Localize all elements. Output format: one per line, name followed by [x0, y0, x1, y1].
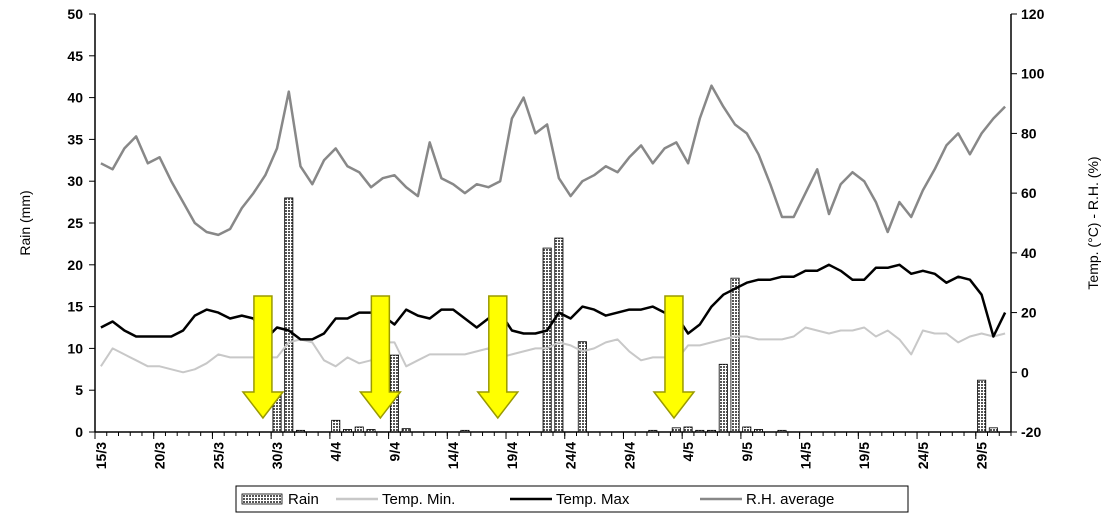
x-tick-label: 4/4 — [328, 442, 344, 462]
x-tick-label: 25/3 — [210, 442, 226, 469]
x-tick-label: 20/3 — [152, 442, 168, 469]
rain-bar — [354, 426, 364, 433]
rain-bar — [542, 247, 552, 433]
x-tick-label: 15/3 — [93, 442, 109, 469]
right-tick-label: 20 — [1021, 305, 1037, 321]
right-tick-label: 100 — [1021, 66, 1045, 82]
legend-item-rain: Rain — [241, 491, 319, 508]
arrow-down-icon — [358, 295, 402, 420]
rain-bar — [554, 237, 564, 433]
rain-bar — [977, 379, 987, 433]
right-tick-label: 120 — [1021, 6, 1045, 22]
right-tick-label: 80 — [1021, 125, 1037, 141]
left-tick-label: 15 — [67, 299, 83, 315]
left-tick-label: 25 — [67, 215, 83, 231]
left-axis-label: Rain (mm) — [17, 190, 33, 255]
left-tick-label: 40 — [67, 90, 83, 106]
x-tick-label: 9/5 — [739, 442, 755, 462]
legend-item-rh-average: R.H. average — [700, 491, 834, 508]
legend-label: R.H. average — [746, 491, 834, 508]
left-tick-label: 5 — [75, 382, 83, 398]
rain-bar — [577, 341, 587, 433]
x-tick-label: 29/5 — [974, 442, 990, 469]
left-tick-label: 35 — [67, 131, 83, 147]
rain-bar — [730, 277, 740, 433]
rain-bar — [742, 426, 752, 433]
right-tick-label: 40 — [1021, 245, 1037, 261]
x-tick-label: 14/4 — [445, 442, 461, 469]
legend-label: Temp. Max — [556, 491, 630, 508]
right-tick-label: 60 — [1021, 185, 1037, 201]
x-tick-label: 30/3 — [269, 442, 285, 469]
x-tick-label: 4/5 — [680, 442, 696, 462]
x-tick-label: 24/5 — [915, 442, 931, 469]
legend-item-temp-min: Temp. Min. — [336, 491, 455, 508]
arrow-down-icon — [652, 295, 696, 420]
right-axis-label: Temp. (°C) - R.H. (%) — [1085, 156, 1101, 289]
right-tick-label: -20 — [1021, 424, 1041, 440]
left-tick-label: 10 — [67, 340, 83, 356]
left-tick-label: 45 — [67, 48, 83, 64]
left-tick-label: 20 — [67, 257, 83, 273]
rh-average-line — [100, 84, 1006, 237]
x-tick-label: 9/4 — [386, 442, 402, 462]
left-tick-label: 50 — [67, 6, 83, 22]
temp-min-line — [100, 326, 1006, 374]
x-tick-label: 19/5 — [856, 442, 872, 469]
rain-bar — [284, 197, 294, 433]
arrow-down-icon — [476, 295, 520, 420]
legend-item-temp-max: Temp. Max — [510, 491, 630, 508]
arrow-down-icon — [241, 295, 285, 420]
rain-bar — [683, 426, 693, 433]
x-tick-label: 24/4 — [563, 442, 579, 469]
x-tick-label: 19/4 — [504, 442, 520, 469]
x-tick-label: 29/4 — [621, 442, 637, 469]
rain-bar — [718, 363, 728, 433]
legend-label: Rain — [288, 491, 319, 508]
legend-label: Temp. Min. — [382, 491, 455, 508]
left-tick-label: 0 — [75, 424, 83, 440]
left-tick-label: 30 — [67, 173, 83, 189]
legend-swatch — [241, 493, 283, 505]
temp-max-line — [100, 263, 1007, 341]
x-tick-label: 14/5 — [797, 442, 813, 469]
right-tick-label: 0 — [1021, 364, 1029, 380]
rain-bar — [331, 419, 341, 433]
